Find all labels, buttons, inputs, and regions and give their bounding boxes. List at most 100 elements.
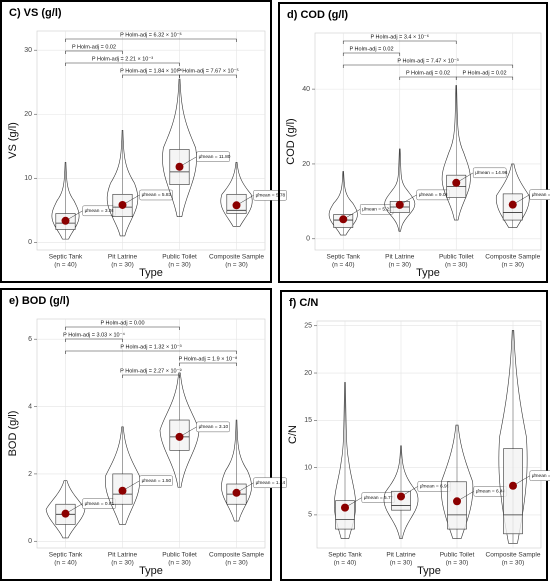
x-axis-label: Type: [139, 267, 163, 279]
mean-label: μ̂mean = 9.12: [532, 192, 550, 198]
x-axis-label: Type: [416, 267, 440, 279]
box: [447, 481, 467, 530]
mean-point: [397, 492, 405, 501]
panel-title: d) COD (g/l): [287, 9, 348, 21]
n-label: (n = 30): [168, 560, 191, 567]
n-label: (n = 30): [111, 262, 134, 269]
y-tick-label: 0: [306, 236, 310, 243]
n-label: (n = 30): [168, 262, 191, 269]
y-tick-label: 25: [304, 323, 312, 330]
significance-bracket: [122, 374, 180, 378]
n-label: (n = 40): [332, 262, 355, 269]
y-tick-label: 4: [28, 403, 32, 410]
significance-label: P Holm-adj = 6.32 × 10⁻⁶: [120, 31, 182, 38]
mean-label-box: [196, 151, 230, 163]
violin: [440, 424, 474, 539]
mean-label: μ̂mean = 8.08: [532, 473, 550, 479]
panel-title: e) BOD (g/l): [9, 295, 70, 307]
mean-point: [61, 216, 70, 225]
mean-label: μ̂mean = 3.36: [85, 208, 115, 214]
violin: [45, 480, 86, 539]
significance-label: P Holm-adj = 0.02: [406, 70, 450, 76]
x-tick-label: Public Toilet: [162, 254, 197, 261]
violin: [495, 163, 530, 228]
mean-point: [452, 178, 461, 187]
y-tick-label: 20: [302, 161, 310, 168]
violin: [441, 85, 471, 221]
x-tick-label: Public Toilet: [439, 254, 474, 261]
mean-point: [339, 215, 348, 224]
box: [335, 500, 355, 530]
x-tick-label: Composite Sample: [209, 552, 264, 559]
significance-label: P Holm-adj = 0.00: [100, 320, 144, 326]
violin: [162, 78, 197, 218]
n-label: (n = 30): [390, 560, 413, 567]
y-axis-label: VS (g/l): [7, 122, 19, 159]
mean-label: μ̂mean = 14.96: [475, 170, 508, 176]
significance-bracket: [65, 338, 123, 342]
y-tick-label: 0: [28, 538, 32, 545]
n-label: (n = 30): [445, 262, 468, 269]
x-tick-label: Composite Sample: [485, 254, 540, 261]
n-label: (n = 30): [225, 262, 248, 269]
x-axis-label: Type: [139, 565, 163, 577]
violin: [334, 382, 356, 539]
x-axis-label: Type: [417, 565, 441, 577]
significance-bracket: [65, 38, 237, 42]
significance-label: P Holm-adj = 0.02: [462, 70, 506, 76]
box: [503, 448, 523, 535]
violin: [106, 129, 139, 237]
panel-frame: [0, 0, 272, 283]
significance-label: P Holm-adj = 2.21 × 10⁻³: [92, 56, 153, 62]
violin: [220, 161, 253, 227]
y-tick-label: 10: [24, 175, 32, 182]
mean-label-box: [529, 470, 550, 482]
significance-label: P Holm-adj = 3.4 × 10⁻⁶: [370, 33, 429, 40]
mean-label: μ̂mean = 1.44: [256, 480, 286, 486]
violin: [328, 171, 358, 236]
significance-bracket: [65, 50, 123, 54]
y-tick-label: 30: [24, 47, 32, 54]
mean-point: [341, 503, 349, 512]
mean-label-box: [529, 189, 550, 200]
mean-label: μ̂mean = 11.80: [199, 154, 231, 160]
x-tick-label: Pit Latrine: [108, 552, 138, 559]
n-label: (n = 40): [334, 560, 357, 567]
significance-label: P Holm-adj = 7.67 × 10⁻⁵: [177, 67, 239, 74]
n-label: (n = 30): [502, 560, 525, 567]
n-label: (n = 30): [446, 560, 469, 567]
mean-label: μ̂mean = 0.82: [85, 501, 115, 507]
y-axis-label: BOD (g/l): [7, 411, 19, 457]
mean-label: μ̂mean = 5.83: [142, 192, 172, 198]
y-axis-label: C/N: [287, 425, 299, 444]
mean-point: [118, 486, 127, 495]
y-tick-label: 20: [24, 111, 32, 118]
mean-label-box: [139, 189, 173, 201]
mean-point: [232, 488, 241, 497]
x-tick-label: Pit Latrine: [386, 552, 416, 559]
x-tick-label: Public Toilet: [440, 552, 475, 559]
mean-point: [508, 200, 517, 209]
y-tick-label: 2: [28, 471, 32, 478]
violin: [498, 330, 528, 544]
y-tick-label: 0: [28, 239, 32, 246]
x-tick-label: Septic Tank: [328, 552, 362, 559]
significance-bracket: [179, 74, 237, 78]
mean-label-box: [472, 167, 507, 179]
n-label: (n = 30): [501, 262, 524, 269]
mean-point: [175, 432, 184, 441]
mean-label: μ̂mean = 9.06: [419, 192, 449, 198]
mean-point: [232, 201, 241, 210]
mean-label: μ̂mean = 6.44: [476, 489, 506, 495]
y-tick-label: 15: [304, 417, 312, 424]
y-tick-label: 10: [304, 464, 312, 471]
significance-bracket: [65, 62, 180, 66]
significance-label: P Holm-adj = 1.9 × 10⁻⁸: [179, 355, 238, 362]
significance-bracket: [342, 52, 401, 56]
mean-point: [61, 509, 70, 518]
mean-point: [395, 200, 404, 209]
mean-label-box: [196, 421, 230, 433]
violin: [384, 148, 416, 232]
mean-point: [118, 200, 127, 209]
